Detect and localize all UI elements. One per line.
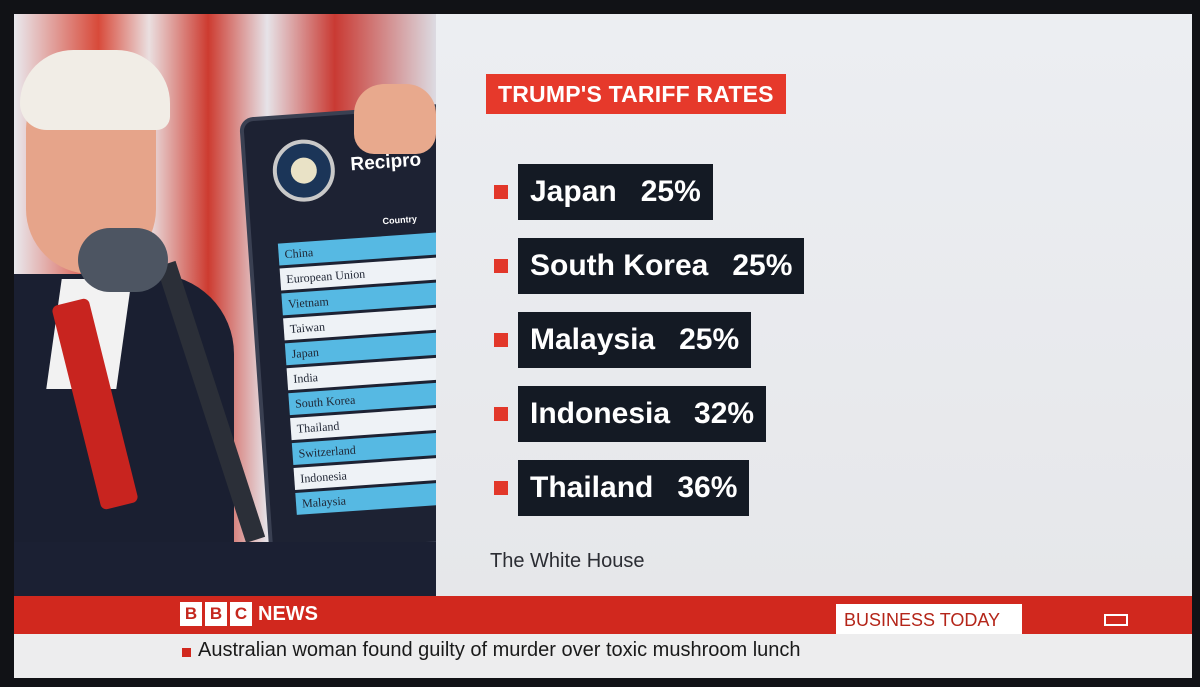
rate-country: Japan xyxy=(530,175,617,208)
tariff-graphic-panel: TRUMP'S TARIFF RATES Japan 25% South Kor… xyxy=(436,14,1192,596)
rate-box: Indonesia 32% xyxy=(518,386,767,442)
bullet-icon xyxy=(494,333,508,347)
podium xyxy=(14,542,436,596)
board-country-list: China European Union Vietnam Taiwan Japa… xyxy=(277,229,436,518)
bbc-logo-letter: B xyxy=(180,602,202,626)
ticker-bullet-icon xyxy=(182,648,191,657)
ticker-headline: Australian woman found guilty of murder … xyxy=(198,639,801,661)
news-label: NEWS xyxy=(258,603,318,625)
rate-box: South Korea 25% xyxy=(518,238,805,294)
bbc-logo-letter: C xyxy=(230,602,252,626)
graphic-title-bar: TRUMP'S TARIFF RATES xyxy=(486,74,786,114)
rate-value: 32% xyxy=(694,397,755,430)
presidential-seal-icon xyxy=(270,137,337,204)
news-ticker: Australian woman found guilty of murder … xyxy=(14,634,1192,678)
rate-country: Indonesia xyxy=(530,397,671,430)
tv-screen: Recipro Country China European Union Vie… xyxy=(14,14,1192,678)
rate-value: 25% xyxy=(640,175,701,208)
rate-box: Japan 25% xyxy=(518,164,713,220)
program-tag: BUSINESS TODAY xyxy=(836,604,1022,636)
program-name: BUSINESS TODAY xyxy=(844,610,1001,630)
speaker-hair xyxy=(20,50,170,130)
subtitle-icon xyxy=(1104,614,1128,626)
rate-value: 36% xyxy=(677,471,738,504)
bullet-icon xyxy=(494,407,508,421)
news-photo: Recipro Country China European Union Vie… xyxy=(14,14,436,596)
bullet-icon xyxy=(494,259,508,273)
tariff-board: Recipro Country China European Union Vie… xyxy=(239,103,436,557)
rate-country: South Korea xyxy=(530,249,709,282)
graphic-title: TRUMP'S TARIFF RATES xyxy=(498,80,774,107)
speaker-hand xyxy=(354,84,436,154)
bullet-icon xyxy=(494,481,508,495)
rate-box: Malaysia 25% xyxy=(518,312,752,368)
bbc-logo-letter: B xyxy=(205,602,227,626)
rate-value: 25% xyxy=(732,249,793,282)
rate-value: 25% xyxy=(679,323,740,356)
rate-country: Thailand xyxy=(530,471,654,504)
board-column-header: Country xyxy=(382,213,418,227)
rate-box: Thailand 36% xyxy=(518,460,750,516)
bullet-icon xyxy=(494,185,508,199)
rate-row-south-korea: South Korea 25% xyxy=(494,238,805,294)
rate-row-thailand: Thailand 36% xyxy=(494,460,750,516)
source-credit: The White House xyxy=(490,550,645,572)
microphone xyxy=(78,228,168,292)
bbc-news-bar: B B C NEWS BUSINESS TODAY xyxy=(14,596,1192,636)
rate-row-malaysia: Malaysia 25% xyxy=(494,312,752,368)
rate-row-indonesia: Indonesia 32% xyxy=(494,386,767,442)
rate-row-japan: Japan 25% xyxy=(494,164,713,220)
bbc-logo: B B C xyxy=(180,602,252,626)
rate-country: Malaysia xyxy=(530,323,656,356)
